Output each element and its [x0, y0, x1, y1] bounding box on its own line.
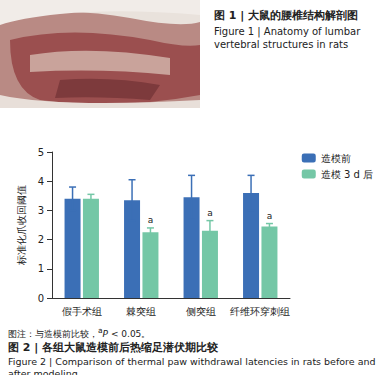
- svg-text:造模 3 d 后: 造模 3 d 后: [321, 169, 373, 180]
- svg-text:a: a: [207, 208, 213, 218]
- svg-text:3: 3: [38, 205, 44, 216]
- svg-text:纤维环穿刺组: 纤维环穿刺组: [230, 306, 290, 317]
- svg-text:0: 0: [38, 293, 44, 304]
- svg-text:侧突组: 侧突组: [186, 306, 216, 317]
- svg-text:4: 4: [38, 176, 44, 187]
- svg-text:1: 1: [38, 263, 44, 274]
- html-text:Figure 1 | Anatomy of lumbar v: Figure 1 | Anatomy of lumbar vertebral s…: [214, 26, 361, 50]
- html-text:图注：与造模前比较，aP < 0.05。: 图注：与造模前比较，aP < 0.05。: [8, 326, 151, 339]
- svg-text:5: 5: [38, 147, 44, 158]
- html-text:图 2 | 各组大鼠造模前后热缩足潜伏期比较: 图 2 | 各组大鼠造模前后热缩足潜伏期比较: [8, 341, 219, 354]
- svg-text:2: 2: [38, 234, 44, 245]
- svg-text:假手术组: 假手术组: [62, 306, 102, 317]
- svg-text:棘突组: 棘突组: [126, 306, 156, 317]
- svg-text:a: a: [148, 215, 154, 225]
- svg-text:标准化爪收回阈值: 标准化爪收回阈值: [16, 185, 27, 266]
- html-text:图 1 | 大鼠的腰椎结构解剖图: 图 1 | 大鼠的腰椎结构解剖图: [214, 9, 359, 22]
- svg-text:造模前: 造模前: [321, 153, 351, 164]
- svg-text:a: a: [267, 211, 273, 221]
